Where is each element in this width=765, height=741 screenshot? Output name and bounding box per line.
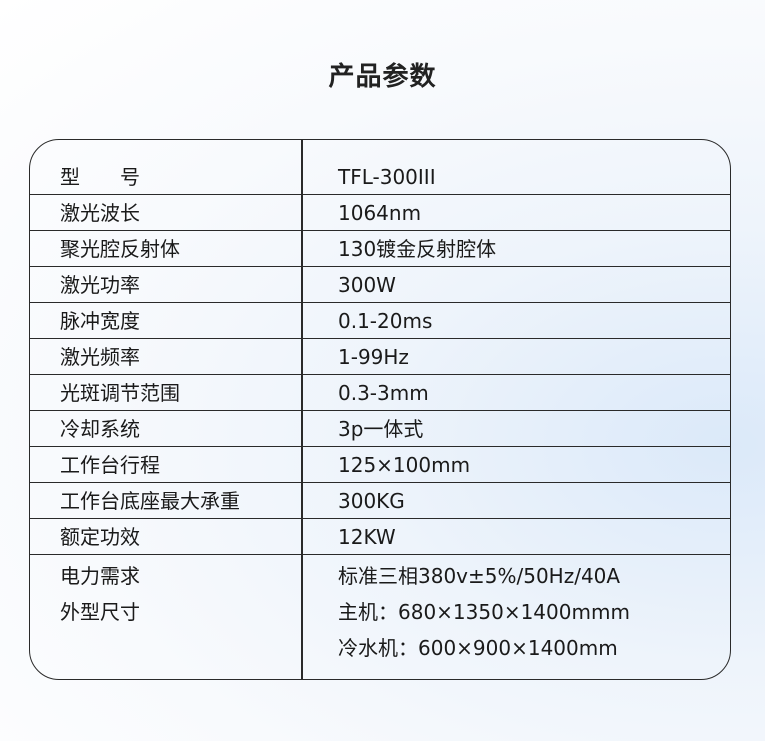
table-row: 激光功率 300W <box>30 267 730 303</box>
column-divider <box>301 140 303 679</box>
row-value: 125×100mm <box>338 453 471 477</box>
table-row: 聚光腔反射体 130镀金反射腔体 <box>30 231 730 267</box>
row-label: 额定功效 <box>60 525 140 549</box>
row-value: 主机：680×1350×1400mmm <box>338 600 630 624</box>
row-label: 冷却系统 <box>60 417 140 441</box>
row-label: 激光波长 <box>60 201 140 225</box>
page-title: 产品参数 <box>328 62 437 92</box>
table-row: 冷却系统 3p一体式 <box>30 411 730 447</box>
row-label: 外型尺寸 <box>60 600 140 624</box>
row-label: 电力需求 <box>60 564 140 588</box>
table-row-power-dimensions: 电力需求 外型尺寸 标准三相380v±5%/50Hz/40A 主机：680×13… <box>30 555 730 679</box>
row-label: 聚光腔反射体 <box>60 237 180 261</box>
table-row: 激光波长 1064nm <box>30 195 730 231</box>
row-value: 130镀金反射腔体 <box>338 237 497 261</box>
row-label: 光斑调节范围 <box>60 381 180 405</box>
table-row: 脉冲宽度 0.1-20ms <box>30 303 730 339</box>
row-label: 激光功率 <box>60 273 140 297</box>
table-row: 光斑调节范围 0.3-3mm <box>30 375 730 411</box>
table-row: 型 号 TFL-300III <box>30 140 730 195</box>
row-value: 1-99Hz <box>338 345 409 369</box>
spec-table: 电力需求 外型尺寸 标准三相380v±5%/50Hz/40A 主机：680×13… <box>29 139 731 680</box>
table-row: 额定功效 12KW <box>30 519 730 555</box>
row-value: 300W <box>338 273 396 297</box>
row-label: 工作台行程 <box>60 453 160 477</box>
row-value: 标准三相380v±5%/50Hz/40A <box>338 564 621 588</box>
row-value: 0.3-3mm <box>338 381 429 405</box>
row-value: 冷水机：600×900×1400mm <box>338 636 618 660</box>
row-label: 型 号 <box>60 165 140 189</box>
row-value: 1064nm <box>338 201 422 225</box>
row-value: 300KG <box>338 489 405 513</box>
table-row: 激光频率 1-99Hz <box>30 339 730 375</box>
table-row: 工作台底座最大承重 300KG <box>30 483 730 519</box>
row-value: 3p一体式 <box>338 417 424 441</box>
row-value: 12KW <box>338 525 396 549</box>
table-row: 工作台行程 125×100mm <box>30 447 730 483</box>
row-label: 脉冲宽度 <box>60 309 140 333</box>
row-value: 0.1-20ms <box>338 309 433 333</box>
row-label: 工作台底座最大承重 <box>60 489 240 513</box>
row-value: TFL-300III <box>338 165 436 189</box>
row-label: 激光频率 <box>60 345 140 369</box>
